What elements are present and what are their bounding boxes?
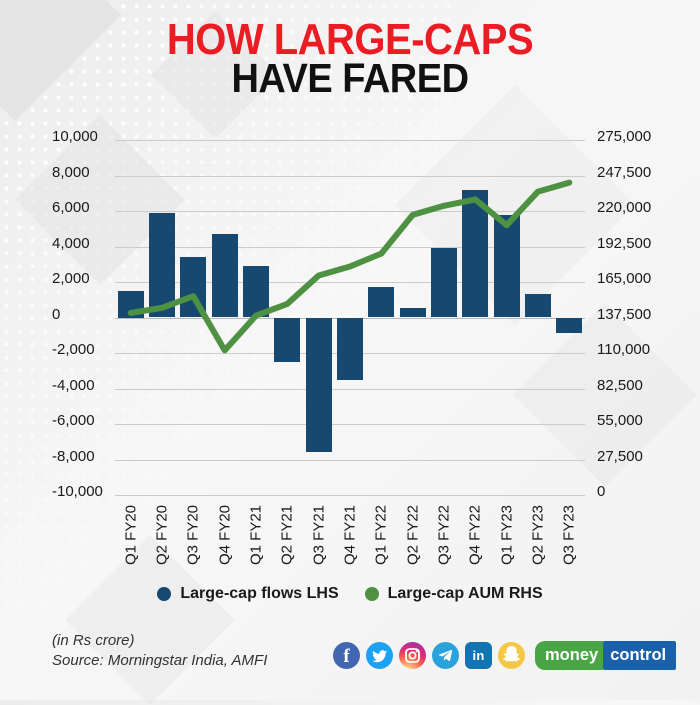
bar-Q3-FY21 xyxy=(305,317,332,453)
bar-Q4-FY22 xyxy=(462,189,489,318)
twitter-icon[interactable] xyxy=(366,642,393,669)
y-axis-right-tick: 275,000 xyxy=(597,127,652,145)
combo-chart: 10,000 275,000 8,000 247,500 6,000 220,000 4,0… xyxy=(0,118,700,580)
gridline xyxy=(115,495,585,496)
legend-label-aum: Large-cap AUM RHS xyxy=(387,585,543,602)
x-axis-label-Q2-FY23: Q2 FY23 xyxy=(529,504,547,566)
x-axis-label-Q4-FY21: Q4 FY21 xyxy=(341,504,359,566)
y-axis-left-tick: 6,000 xyxy=(52,198,90,216)
bar-Q4-FY21 xyxy=(337,317,363,380)
legend-item-flows: Large-cap flows LHS xyxy=(157,585,339,603)
y-axis-right-tick: 192,500 xyxy=(597,234,652,252)
x-axis-label-Q3-FY23: Q3 FY23 xyxy=(560,504,578,566)
y-axis-right-tick: 82,500 xyxy=(597,376,643,394)
bar-Q2-FY21 xyxy=(274,317,301,362)
page-title: HOW LARGE-CAPS HAVE FARED xyxy=(0,0,700,102)
gridline xyxy=(115,424,585,425)
footnote: (in Rs crore) Source: Morningstar India,… xyxy=(52,631,267,672)
gridline xyxy=(115,175,585,177)
y-axis-left-tick: 4,000 xyxy=(52,234,90,252)
x-axis-label-Q1-FY21: Q1 FY21 xyxy=(247,504,265,566)
y-axis-right-tick: 27,500 xyxy=(597,447,643,465)
gridline xyxy=(115,140,585,141)
y-axis-right-tick: 110,000 xyxy=(597,340,651,358)
bar-Q1-FY22 xyxy=(368,287,395,318)
bar-Q3-FY22 xyxy=(431,248,457,318)
legend-dot-aum xyxy=(364,587,379,601)
legend-item-aum: Large-cap AUM RHS xyxy=(364,585,543,603)
bar-Q2-FY22 xyxy=(399,307,426,318)
bar-Q2-FY20 xyxy=(149,212,175,318)
x-axis-label-Q2-FY22: Q2 FY22 xyxy=(404,504,422,566)
social-icons-row: f in money control xyxy=(333,641,677,670)
facebook-icon[interactable]: f xyxy=(333,642,360,669)
chart-legend: Large-cap flows LHS Large-cap AUM RHS xyxy=(0,585,700,603)
x-axis-label-Q3-FY20: Q3 FY20 xyxy=(184,504,202,566)
y-axis-left-tick: -4,000 xyxy=(52,376,95,394)
title-line-red: HOW LARGE-CAPS xyxy=(166,16,534,64)
unit-note: (in Rs crore) xyxy=(52,632,135,649)
linkedin-icon[interactable]: in xyxy=(465,642,492,669)
title-line-black: HAVE FARED xyxy=(231,56,469,102)
x-axis-label-Q2-FY21: Q2 FY21 xyxy=(278,504,296,566)
aum-line-series xyxy=(127,179,573,354)
legend-dot-flows xyxy=(157,587,172,601)
y-axis-left-tick: 8,000 xyxy=(52,163,90,181)
bar-Q1-FY21 xyxy=(243,266,269,318)
y-axis-left-tick: -2,000 xyxy=(52,340,95,358)
bar-Q1-FY23 xyxy=(493,214,520,318)
x-axis-label-Q1-FY20: Q1 FY20 xyxy=(122,504,140,566)
moneycontrol-logo[interactable]: money control xyxy=(535,641,677,670)
y-axis-right-tick: 247,500 xyxy=(597,163,652,181)
y-axis-left-tick: -6,000 xyxy=(52,411,95,429)
bar-Q2-FY23 xyxy=(525,294,551,318)
x-axis-label-Q1-FY22: Q1 FY22 xyxy=(372,504,390,566)
gridline xyxy=(115,282,585,283)
gridline xyxy=(115,246,585,248)
x-axis-label-Q2-FY20: Q2 FY20 xyxy=(153,504,171,566)
moneycontrol-logo-money: money xyxy=(535,641,606,670)
legend-label-flows: Large-cap flows LHS xyxy=(180,585,339,602)
x-axis-label-Q4-FY20: Q4 FY20 xyxy=(216,504,234,566)
instagram-icon[interactable] xyxy=(399,642,426,669)
y-axis-right-tick: 165,000 xyxy=(597,269,652,287)
x-axis-label-Q3-FY22: Q3 FY22 xyxy=(435,504,453,566)
y-axis-right-tick: 55,000 xyxy=(597,411,643,429)
bar-Q4-FY20 xyxy=(211,234,238,318)
telegram-icon[interactable] xyxy=(432,642,459,669)
source-note: Source: Morningstar India, AMFI xyxy=(52,652,268,670)
y-axis-left-tick: 0 xyxy=(52,305,61,323)
snapchat-icon[interactable] xyxy=(498,642,525,669)
y-axis-left-tick: 10,000 xyxy=(52,127,98,145)
x-axis-label-Q3-FY21: Q3 FY21 xyxy=(310,504,328,566)
bar-Q3-FY23 xyxy=(556,317,583,334)
x-axis-label-Q1-FY23: Q1 FY23 xyxy=(498,504,516,566)
x-axis-label-Q4-FY22: Q4 FY22 xyxy=(466,504,484,566)
y-axis-right-tick: 0 xyxy=(597,482,606,500)
gridline xyxy=(115,388,585,390)
y-axis-left-tick: -10,000 xyxy=(52,482,103,500)
moneycontrol-logo-control: control xyxy=(603,641,677,670)
gridline xyxy=(115,459,585,461)
gridline xyxy=(115,211,585,212)
y-axis-left-tick: 2,000 xyxy=(52,269,90,287)
y-axis-right-tick: 220,000 xyxy=(597,198,652,216)
y-axis-left-tick: -8,000 xyxy=(52,447,95,465)
y-axis-right-tick: 137,500 xyxy=(597,305,652,323)
